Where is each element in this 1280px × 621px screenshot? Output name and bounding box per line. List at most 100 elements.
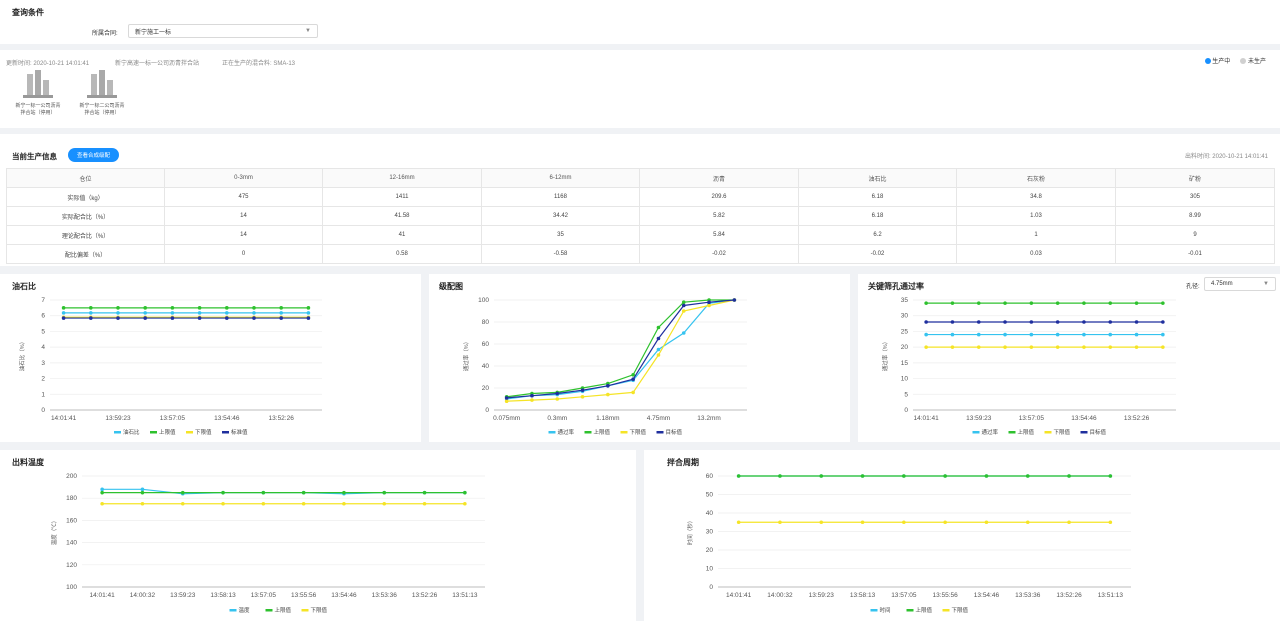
y-tick-label: 30 xyxy=(901,313,909,320)
y-tick-label: 100 xyxy=(478,297,489,304)
data-point xyxy=(1029,332,1034,337)
table-cell: 1.03 xyxy=(956,206,1116,226)
table-cell: 5.82 xyxy=(639,206,799,226)
table-cell: -0.58 xyxy=(481,244,640,264)
data-point xyxy=(924,345,928,349)
legend-label: 下限值 xyxy=(1054,428,1071,436)
table-header: 沥青 xyxy=(639,168,799,188)
data-point xyxy=(860,520,865,525)
data-point xyxy=(61,306,66,310)
data-point xyxy=(732,298,737,302)
data-point xyxy=(656,353,661,357)
table-cell: 1411 xyxy=(322,187,482,207)
data-point xyxy=(1161,320,1165,324)
data-point xyxy=(606,384,610,388)
data-point xyxy=(252,306,256,310)
data-point xyxy=(463,501,467,506)
data-point xyxy=(140,487,145,492)
x-tick-label: 14:00:32 xyxy=(767,592,793,599)
data-point xyxy=(984,474,989,478)
x-tick-label: 0.3mm xyxy=(547,415,567,422)
data-point xyxy=(225,311,229,315)
data-point xyxy=(976,345,981,349)
plant-building-icon xyxy=(87,70,117,98)
project-select[interactable]: 新宁施工一标 ▼ xyxy=(128,24,318,38)
data-point xyxy=(279,316,284,320)
legend-label: 下限值 xyxy=(195,428,212,436)
data-point xyxy=(1055,332,1060,337)
data-point xyxy=(197,311,202,315)
x-tick-label: 13:52:26 xyxy=(269,415,295,422)
table-cell: 14 xyxy=(164,225,323,245)
chevron-down-icon: ▼ xyxy=(1263,281,1269,287)
table-cell: -0.02 xyxy=(639,244,799,264)
plant-status-1: 拌合站（停用） xyxy=(20,110,56,116)
x-tick-label: 13:58:13 xyxy=(850,592,876,599)
y-tick-label: 0 xyxy=(709,584,713,591)
table-row: 配比偏差（%） 0 0.58 -0.58 -0.02 -0.02 0.03 -0.01 xyxy=(6,244,1275,264)
legend-swatch xyxy=(972,431,980,434)
table-cell: -0.01 xyxy=(1115,244,1275,264)
table-cell: 9 xyxy=(1115,225,1275,245)
query-panel: 查询条件 所属合同: 新宁施工一标 ▼ xyxy=(0,0,1280,44)
y-tick-label: 80 xyxy=(482,319,490,326)
data-point xyxy=(279,311,284,315)
data-point xyxy=(631,377,635,381)
x-tick-label: 13:59:23 xyxy=(170,592,196,599)
legend-label: 温度 xyxy=(239,606,251,614)
data-point xyxy=(631,390,635,395)
data-point xyxy=(221,490,225,495)
data-point xyxy=(950,301,955,305)
table-cell: 41 xyxy=(322,225,482,245)
table-cell: 6.18 xyxy=(798,206,957,226)
data-point xyxy=(924,301,928,305)
table-cell: 34.8 xyxy=(956,187,1116,207)
table-header: 6-12mm xyxy=(481,168,640,188)
series-line xyxy=(506,299,735,399)
table-cell: 14 xyxy=(164,206,323,226)
x-tick-label: 13:57:05 xyxy=(1019,415,1045,422)
y-tick-label: 20 xyxy=(706,547,714,554)
data-point xyxy=(1055,301,1060,305)
data-point xyxy=(382,501,387,506)
data-point xyxy=(681,309,686,313)
plant-item-1[interactable]: 新宁一标一公司沥青 拌合站（停用） xyxy=(8,68,68,117)
data-point xyxy=(707,300,711,304)
sieve-size-select[interactable]: 4.75mm ▼ xyxy=(1204,277,1276,291)
y-tick-label: 10 xyxy=(706,566,714,573)
data-point xyxy=(984,520,989,525)
data-point xyxy=(530,393,534,398)
data-point xyxy=(61,316,66,320)
data-point xyxy=(342,490,346,495)
table-cell: 34.42 xyxy=(481,206,640,226)
x-tick-label: 13:54:46 xyxy=(974,592,1000,599)
data-point xyxy=(143,311,147,315)
x-tick-label: 13.2mm xyxy=(697,415,720,422)
legend-swatch xyxy=(229,609,237,612)
legend-label: 下限值 xyxy=(952,606,969,614)
temperature-title: 出料温度 xyxy=(12,458,44,467)
table-cell: 475 xyxy=(164,187,323,207)
y-tick-label: 3 xyxy=(41,360,45,367)
mix-cycle-panel: 拌合周期 0 10 20 30 40 50 60 时间（秒） 14:01:41 14:00:32 1… xyxy=(644,450,1280,621)
x-tick-label: 13:55:56 xyxy=(932,592,958,599)
data-point xyxy=(89,306,93,310)
table-cell: 1168 xyxy=(481,187,640,207)
y-tick-label: 50 xyxy=(706,492,714,499)
view-gradation-button[interactable]: 查看合成级配 xyxy=(68,148,119,162)
legend-label: 上限值 xyxy=(916,606,933,614)
plant-item-2[interactable]: 新宁一标二公司沥青 拌合站（停用） xyxy=(72,68,132,117)
data-point xyxy=(1108,332,1113,337)
x-tick-label: 13:51:13 xyxy=(1098,592,1124,599)
data-point xyxy=(924,320,928,324)
data-point xyxy=(170,311,175,315)
y-tick-label: 20 xyxy=(901,344,909,351)
data-point xyxy=(1161,345,1165,349)
x-tick-label: 13:59:23 xyxy=(809,592,835,599)
data-point xyxy=(261,501,266,506)
y-axis-label: 油石比（%） xyxy=(18,339,26,371)
legend-label: 标准值 xyxy=(231,428,248,436)
data-point xyxy=(924,332,928,337)
x-tick-label: 0.075mm xyxy=(493,415,520,422)
y-tick-label: 25 xyxy=(901,328,909,335)
